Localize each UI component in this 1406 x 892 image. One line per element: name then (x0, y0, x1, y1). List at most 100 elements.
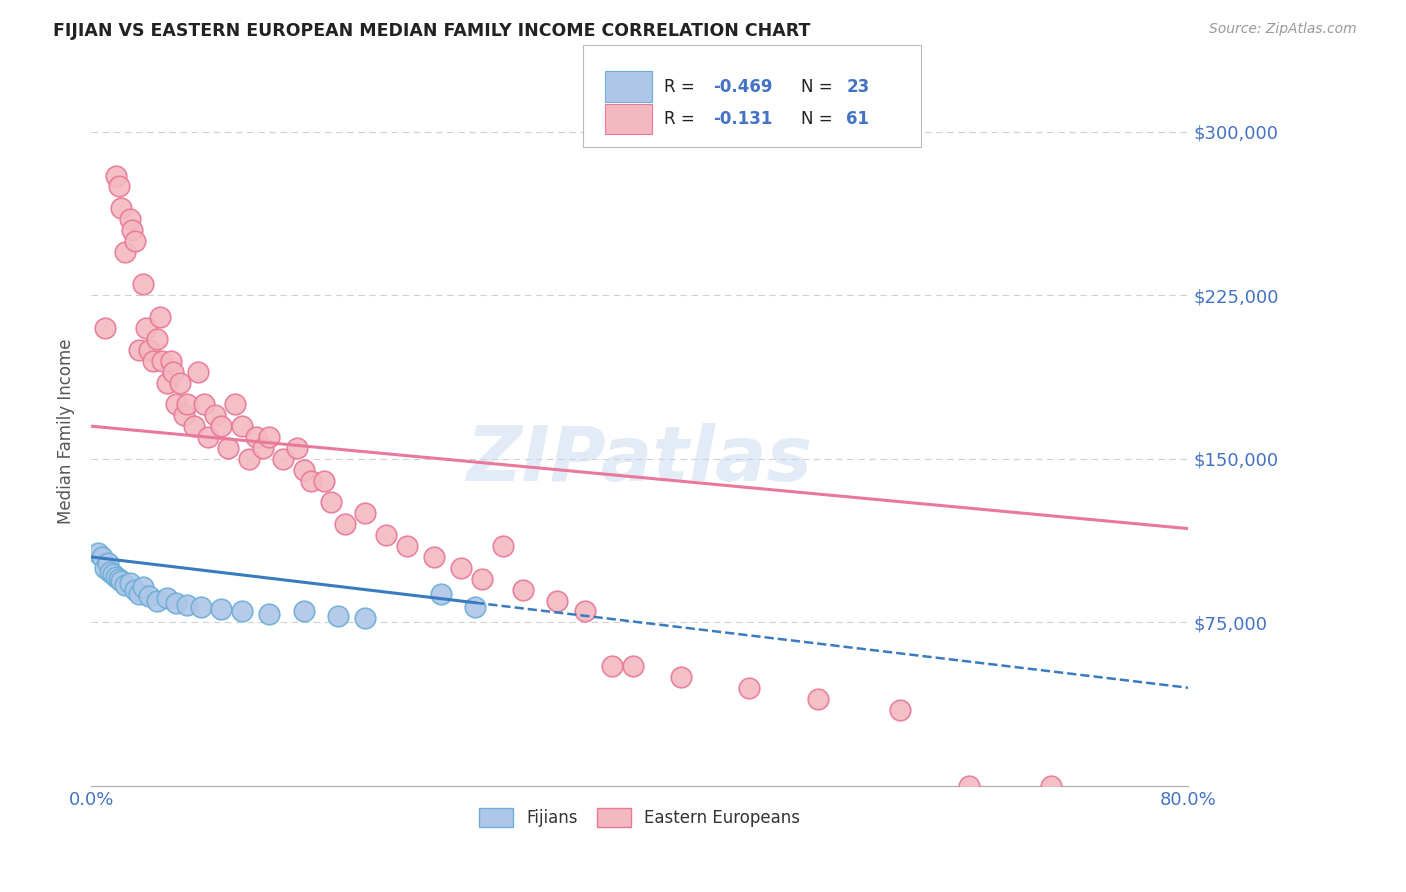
Text: -0.469: -0.469 (713, 78, 772, 95)
Point (149, 310, 172, 325)
Point (321, 495, 343, 509)
Point (231, 604, 253, 618)
Point (333, 517, 356, 532)
Point (471, 572, 494, 586)
Point (155, 591, 177, 606)
Point (124, 582, 146, 597)
Point (491, 539, 513, 553)
Point (354, 611, 377, 625)
Point (132, 277, 155, 292)
Text: Source: ZipAtlas.com: Source: ZipAtlas.com (1209, 22, 1357, 37)
Point (209, 419, 232, 434)
Point (107, 572, 129, 586)
Point (464, 600, 486, 615)
Point (807, 691, 830, 706)
Point (738, 681, 761, 695)
Point (87, 545, 110, 559)
Point (326, 608, 349, 623)
Point (183, 419, 205, 434)
Point (132, 581, 155, 595)
Point (190, 600, 212, 615)
Point (450, 561, 472, 575)
Point (600, 659, 623, 673)
Point (285, 441, 308, 455)
Point (146, 332, 169, 346)
Point (574, 604, 596, 618)
Point (187, 365, 209, 379)
Point (121, 223, 143, 237)
Point (354, 506, 377, 520)
Point (128, 587, 150, 601)
Point (124, 234, 146, 248)
Point (114, 578, 136, 592)
Text: N =: N = (801, 111, 838, 128)
Y-axis label: Median Family Income: Median Family Income (58, 339, 75, 524)
Text: ZIPatlas: ZIPatlas (467, 423, 813, 497)
Point (97, 557, 120, 571)
Point (101, 567, 124, 582)
Point (224, 397, 246, 411)
Point (173, 409, 195, 423)
Point (118, 576, 141, 591)
Point (209, 602, 232, 616)
Point (271, 451, 294, 466)
Point (165, 596, 187, 610)
Point (91, 549, 114, 564)
Point (159, 353, 181, 368)
Point (94, 321, 117, 335)
Point (138, 589, 160, 603)
Point (176, 397, 198, 411)
Point (162, 365, 184, 379)
Point (621, 659, 644, 673)
Point (889, 702, 911, 716)
Point (546, 593, 568, 607)
Point (314, 474, 336, 488)
Point (138, 343, 160, 357)
Point (238, 451, 260, 466)
Point (118, 212, 141, 227)
Point (94, 561, 117, 575)
Point (1040, 779, 1063, 793)
Text: 61: 61 (846, 111, 869, 128)
Text: R =: R = (664, 78, 700, 95)
Point (217, 441, 239, 455)
Point (292, 463, 315, 477)
Point (114, 244, 136, 259)
Point (104, 169, 127, 183)
Point (155, 376, 177, 390)
Point (245, 430, 267, 444)
Point (512, 582, 534, 597)
Point (176, 598, 198, 612)
Point (204, 409, 226, 423)
Point (98, 565, 121, 579)
Point (292, 604, 315, 618)
Point (193, 397, 215, 411)
Point (375, 528, 398, 542)
Point (957, 779, 980, 793)
Point (107, 179, 129, 194)
Point (197, 430, 219, 444)
Text: R =: R = (664, 111, 704, 128)
Point (259, 430, 281, 444)
Point (142, 353, 165, 368)
Point (259, 607, 281, 621)
Point (110, 574, 132, 588)
Point (135, 321, 157, 335)
Point (395, 539, 418, 553)
Point (110, 201, 132, 215)
Point (430, 587, 453, 601)
Legend: Fijians, Eastern Europeans: Fijians, Eastern Europeans (472, 802, 807, 834)
Point (152, 353, 174, 368)
Point (169, 376, 191, 390)
Text: N =: N = (801, 78, 838, 95)
Point (104, 569, 127, 583)
Point (231, 419, 253, 434)
Point (146, 593, 169, 607)
Point (165, 397, 187, 411)
Point (299, 474, 322, 488)
Point (423, 549, 446, 564)
Point (128, 343, 150, 357)
Text: -0.131: -0.131 (713, 111, 772, 128)
Text: 23: 23 (846, 78, 870, 95)
Point (252, 441, 274, 455)
